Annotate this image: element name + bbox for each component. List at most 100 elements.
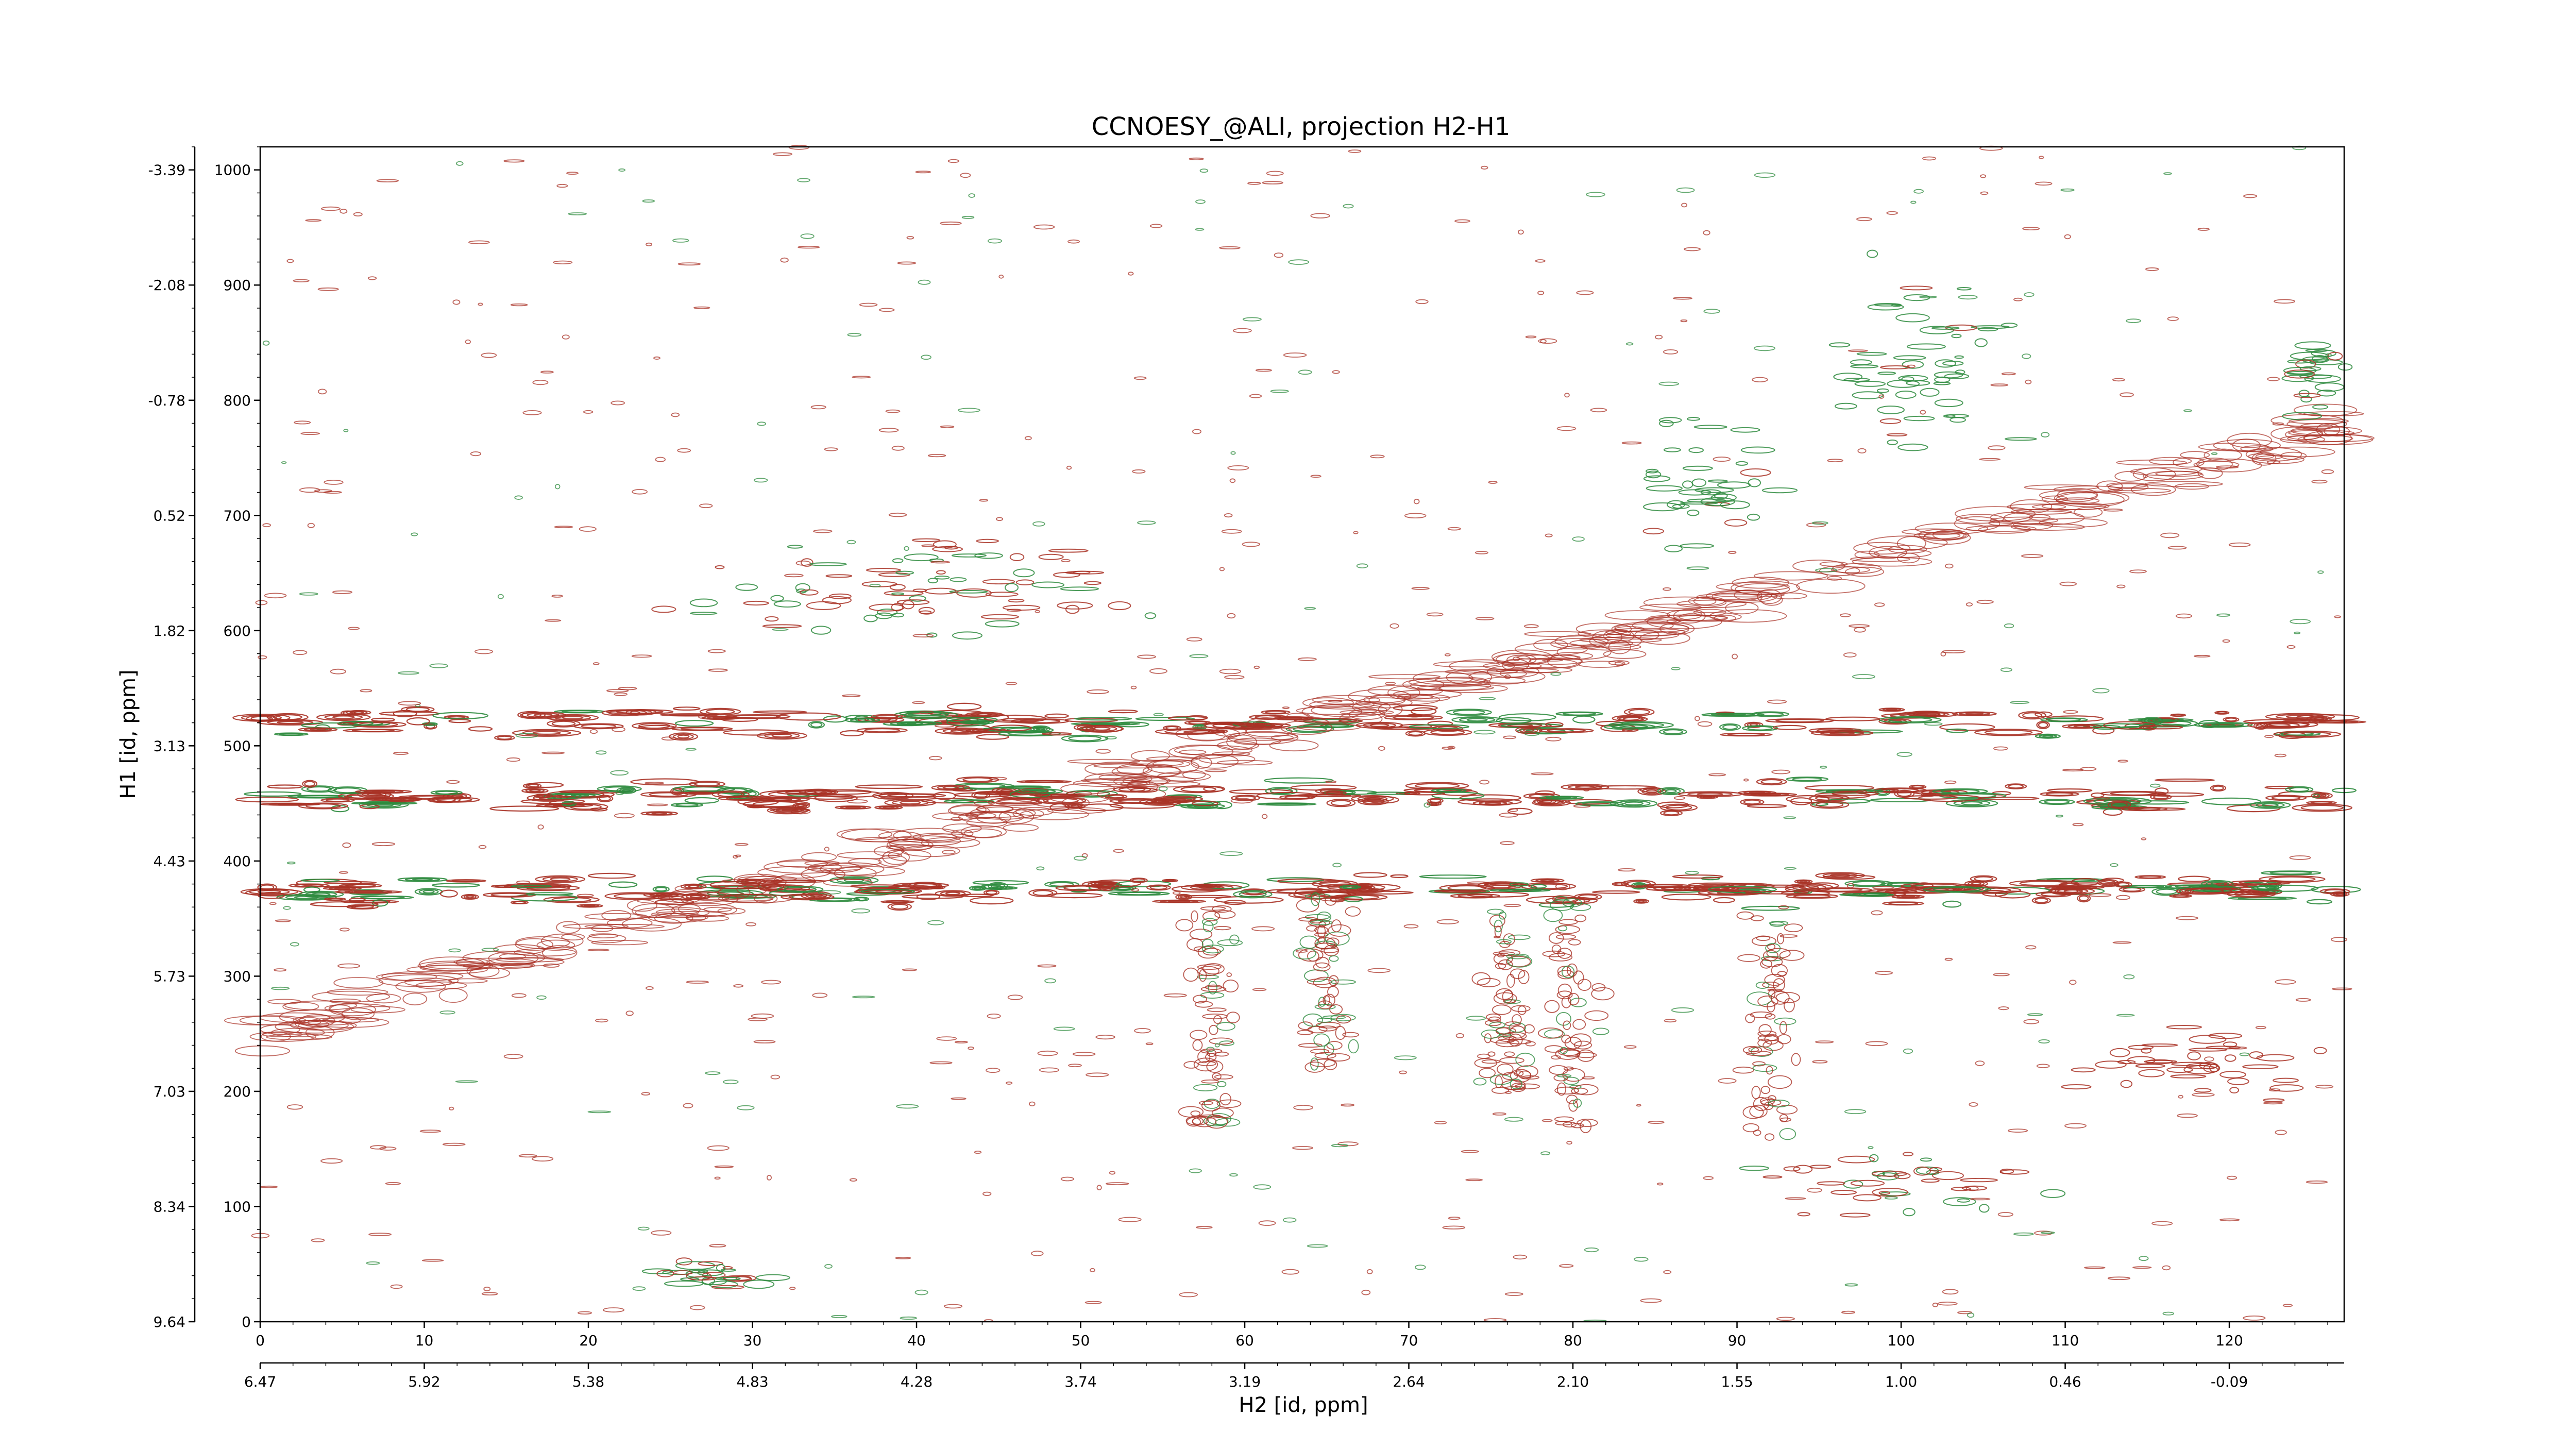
contour-peak-0	[1008, 599, 1025, 603]
contour-streak-2	[1473, 1077, 1487, 1086]
contour-noise	[1666, 619, 1681, 624]
contour-streak-0	[1217, 1081, 1227, 1087]
contour-noise	[1713, 457, 1731, 462]
contour-band-2	[705, 709, 735, 715]
contour-band-2	[1451, 716, 1503, 723]
contour-streak-0	[1204, 1099, 1221, 1109]
contour-streak-4	[1742, 1123, 1759, 1133]
contour-diagonal	[1632, 620, 1674, 631]
contour-peak-2	[2061, 1084, 2092, 1090]
contour-peak-3	[1900, 285, 1933, 291]
contour-noise	[1196, 1226, 1213, 1229]
contour-noise	[556, 183, 568, 188]
contour-streak-0	[1201, 938, 1214, 949]
contour-noise	[686, 980, 709, 984]
contour-diagonal	[1168, 744, 1234, 760]
contour-band-2	[1912, 711, 1940, 717]
contour-peak-4	[1643, 475, 1671, 482]
contour-band-2	[776, 712, 842, 721]
contour-noise	[1195, 199, 1206, 204]
contour-band-0	[1637, 900, 1645, 903]
contour-band-1	[2300, 804, 2344, 811]
contour-band-2	[976, 734, 1009, 740]
contour-peak-0	[1031, 581, 1064, 588]
contour-band-2	[1608, 721, 1674, 729]
contour-noise	[1525, 335, 1537, 339]
contour-peak-1	[1957, 1198, 1970, 1203]
contour-diagonal	[722, 894, 774, 903]
x-index-tick-label: 40	[907, 1332, 926, 1349]
contour-diagonal	[1438, 684, 1508, 693]
contour-band-2	[1747, 726, 1773, 731]
contour-band-1	[1552, 796, 1571, 799]
contour-band-1	[235, 796, 299, 803]
contour-noise	[2009, 701, 2030, 704]
contour-noise	[1806, 523, 1826, 528]
contour-streak-3	[1575, 1052, 1597, 1058]
contour-noise	[1680, 319, 1688, 323]
plot-frame	[259, 146, 2345, 1323]
contour-peak-4	[1658, 417, 1682, 424]
contour-band-2	[840, 730, 865, 736]
contour-band-0	[451, 879, 481, 883]
contour-noise	[321, 206, 341, 211]
contour-peak-6	[2293, 393, 2321, 398]
contour-noise	[1328, 700, 1343, 703]
contour-noise	[2267, 377, 2280, 381]
contour-noise	[614, 813, 635, 819]
contour-diagonal	[2227, 432, 2273, 448]
contour-noise	[770, 1074, 781, 1080]
contour-noise	[745, 922, 756, 926]
contour-diagonal	[462, 950, 545, 966]
contour-diagonal	[1368, 695, 1406, 705]
contour-noise	[368, 1233, 392, 1236]
contour-diagonal	[2010, 499, 2053, 514]
contour-peak-2	[2128, 1044, 2154, 1050]
contour-band-1	[1945, 799, 1998, 807]
contour-band-1	[346, 793, 386, 799]
contour-noise	[1871, 910, 1883, 916]
contour-band-0	[543, 896, 600, 903]
contour-band-0	[2019, 881, 2069, 886]
contour-band-1	[1660, 803, 1698, 812]
contour-band-2	[1459, 717, 1496, 723]
contour-diagonal	[1098, 773, 1147, 782]
contour-noise	[927, 453, 946, 458]
contour-noise	[1538, 338, 1557, 344]
contour-noise	[1523, 624, 1539, 629]
contour-noise	[562, 334, 570, 340]
contour-diagonal	[1918, 529, 1965, 541]
contour-streak-3	[1563, 1020, 1571, 1030]
contour-noise	[1865, 1041, 1888, 1046]
contour-band-2	[1068, 735, 1101, 742]
contour-noise	[1997, 1212, 2013, 1217]
x-ppm-tick-label: 4.83	[736, 1373, 768, 1390]
contour-streak-3	[1573, 1098, 1582, 1108]
contour-noise	[2024, 292, 2035, 297]
contour-streak-1	[1315, 956, 1330, 969]
contour-band-0	[1498, 889, 1542, 892]
contour-noise	[1965, 1186, 1979, 1191]
contour-noise	[1942, 1289, 1959, 1295]
x-index-tick-label: 10	[415, 1332, 434, 1349]
contour-band-1	[435, 790, 458, 795]
contour-diagonal	[2116, 459, 2188, 466]
contour-band-2	[1019, 719, 1061, 723]
contour-diagonal	[1084, 772, 1153, 786]
contour-noise	[632, 1286, 646, 1291]
contour-noise	[1815, 1040, 1834, 1043]
contour-band-1	[1507, 807, 1533, 815]
contour-diagonal	[333, 976, 384, 989]
contour-noise	[2110, 863, 2119, 867]
contour-noise	[1189, 654, 1209, 659]
contour-noise	[2175, 916, 2198, 920]
contour-band-1	[1000, 789, 1013, 793]
y-ppm-axis: 9.648.347.035.734.433.131.820.52-0.78-2.…	[148, 146, 196, 1330]
contour-noise	[1718, 1078, 1737, 1084]
contour-noise	[909, 886, 922, 890]
contour-band-1	[1816, 801, 1844, 808]
contour-peak-6	[2337, 363, 2353, 371]
contour-peak-1	[1932, 1171, 1964, 1181]
contour-peak-2	[2095, 1060, 2127, 1069]
contour-noise	[771, 628, 789, 631]
